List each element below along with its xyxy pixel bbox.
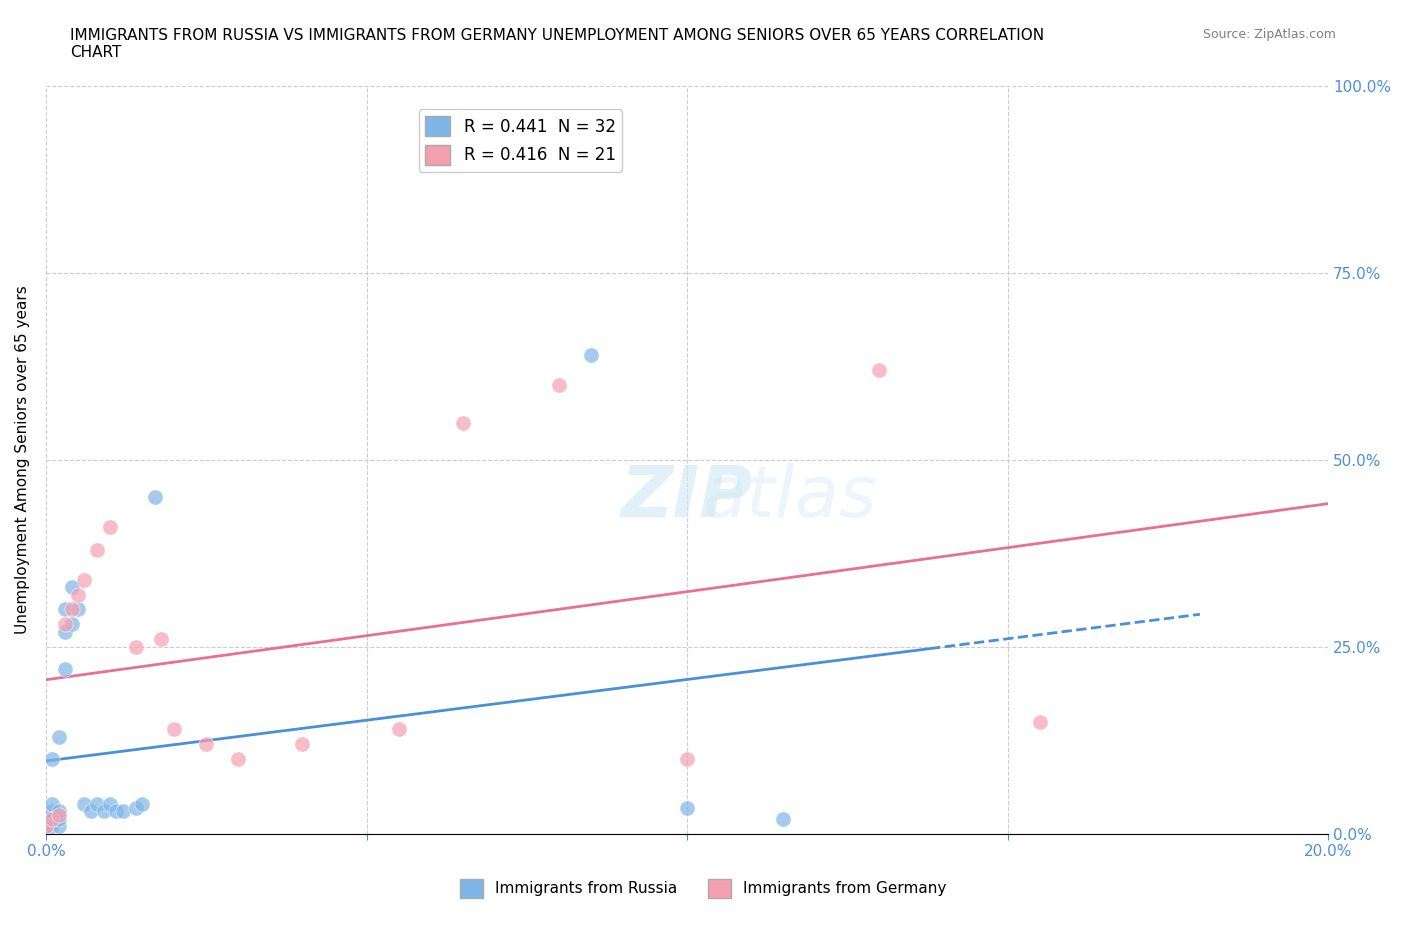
Point	[451, 415, 474, 430]
Point	[387, 722, 409, 737]
Point	[53, 602, 76, 617]
Point	[41, 819, 63, 834]
Point	[53, 617, 76, 631]
Point	[98, 520, 121, 535]
Point	[86, 796, 108, 811]
Point	[93, 804, 115, 818]
Point	[86, 542, 108, 557]
Point	[73, 572, 96, 587]
Y-axis label: Unemployment Among Seniors over 65 years: Unemployment Among Seniors over 65 years	[15, 286, 30, 634]
Point	[60, 617, 83, 631]
Point	[125, 640, 148, 655]
Point	[66, 587, 89, 602]
Point	[35, 819, 58, 834]
Point	[98, 796, 121, 811]
Point	[676, 800, 699, 815]
Point	[48, 811, 70, 826]
Point	[73, 796, 96, 811]
Point	[868, 363, 890, 378]
Point	[291, 737, 314, 751]
Point	[105, 804, 128, 818]
Point	[53, 624, 76, 639]
Point	[195, 737, 218, 751]
Point	[35, 819, 58, 834]
Point	[41, 811, 63, 826]
Point	[772, 811, 794, 826]
Point	[547, 378, 569, 392]
Point	[41, 796, 63, 811]
Point	[48, 729, 70, 744]
Text: ZIP: ZIP	[621, 463, 754, 532]
Point	[131, 796, 153, 811]
Point	[1028, 714, 1050, 729]
Point	[60, 579, 83, 594]
Point	[48, 807, 70, 822]
Point	[150, 632, 173, 647]
Legend: Immigrants from Russia, Immigrants from Germany: Immigrants from Russia, Immigrants from …	[454, 873, 952, 904]
Point	[53, 662, 76, 677]
Point	[48, 819, 70, 834]
Point	[60, 602, 83, 617]
Point	[125, 800, 148, 815]
Point	[66, 602, 89, 617]
Point	[226, 751, 249, 766]
Point	[579, 348, 602, 363]
Point	[35, 819, 58, 834]
Point	[41, 804, 63, 818]
Point	[111, 804, 134, 818]
Point	[143, 490, 166, 505]
Point	[163, 722, 186, 737]
Text: atlas: atlas	[703, 463, 877, 532]
Point	[41, 811, 63, 826]
Point	[35, 819, 58, 834]
Legend: R = 0.441  N = 32, R = 0.416  N = 21: R = 0.441 N = 32, R = 0.416 N = 21	[419, 110, 623, 172]
Point	[676, 751, 699, 766]
Point	[35, 811, 58, 826]
Point	[41, 751, 63, 766]
Text: IMMIGRANTS FROM RUSSIA VS IMMIGRANTS FROM GERMANY UNEMPLOYMENT AMONG SENIORS OVE: IMMIGRANTS FROM RUSSIA VS IMMIGRANTS FRO…	[70, 28, 1045, 60]
Point	[48, 804, 70, 818]
Point	[80, 804, 103, 818]
Text: Source: ZipAtlas.com: Source: ZipAtlas.com	[1202, 28, 1336, 41]
